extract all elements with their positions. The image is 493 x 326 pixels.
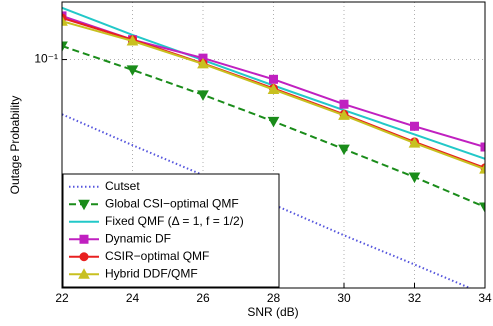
legend-label: Hybrid DDF/QMF xyxy=(105,266,198,280)
marker xyxy=(269,74,278,84)
marker xyxy=(197,90,209,101)
x-tick-label: 32 xyxy=(408,291,422,305)
legend-marker xyxy=(79,252,89,262)
x-tick-label: 28 xyxy=(267,291,281,305)
legend-label: CSIR−optimal QMF xyxy=(105,249,209,263)
marker xyxy=(62,41,68,53)
legend-marker xyxy=(78,268,90,279)
marker xyxy=(338,144,350,156)
marker xyxy=(408,172,421,184)
legend-label: Cutset xyxy=(105,179,140,193)
marker xyxy=(126,34,139,46)
marker xyxy=(408,137,421,148)
marker xyxy=(79,234,89,244)
marker xyxy=(126,65,139,76)
y-tick-label: 10⁻¹ xyxy=(34,52,58,66)
marker xyxy=(267,83,280,94)
series-layer xyxy=(62,6,485,288)
marker xyxy=(78,199,90,211)
marker xyxy=(62,15,68,26)
legend-label: Fixed QMF (Δ = 1, f = 1/2) xyxy=(105,214,244,228)
legend: Cutset Global CSI−optimal QMF Fixed QMF (Δ… xyxy=(62,173,280,288)
marker xyxy=(480,142,485,152)
x-tick-label: 22 xyxy=(55,291,69,305)
marker xyxy=(479,163,485,174)
marker xyxy=(339,99,349,109)
marker xyxy=(267,116,280,128)
legend-box xyxy=(62,173,280,288)
y-axis-label: Outage Probability xyxy=(8,96,22,195)
marker xyxy=(78,268,90,279)
marker xyxy=(197,57,209,69)
legend-marker xyxy=(79,234,89,244)
x-tick-label: 24 xyxy=(126,291,140,305)
legend-marker xyxy=(78,199,90,211)
marker xyxy=(479,202,485,213)
x-tick-label: 30 xyxy=(337,291,351,305)
marker xyxy=(338,109,350,120)
marker xyxy=(79,252,89,262)
x-axis-label: SNR (dB) xyxy=(247,305,298,319)
marker xyxy=(410,121,419,131)
x-tick-label: 34 xyxy=(478,291,492,305)
legend-label: Dynamic DF xyxy=(105,231,171,245)
plot-frame xyxy=(61,1,486,289)
legend-label: Global CSI−optimal QMF xyxy=(105,196,239,210)
series-line xyxy=(62,113,473,288)
x-tick-label: 26 xyxy=(196,291,210,305)
